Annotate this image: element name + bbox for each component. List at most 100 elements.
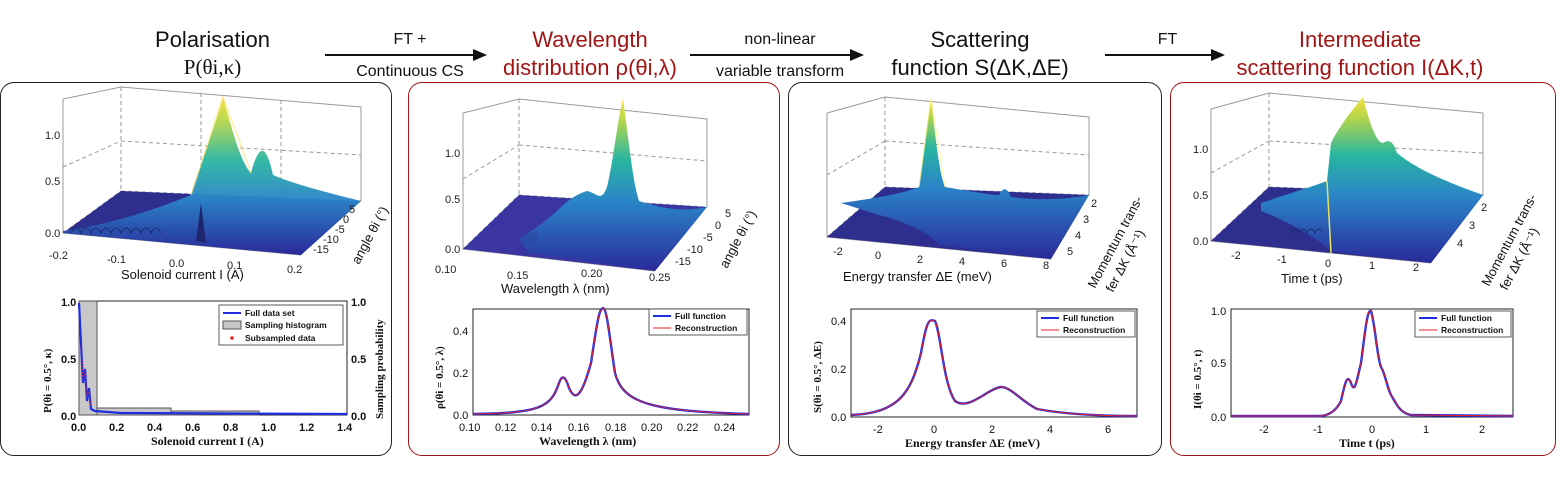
surface-x-label: Time t (ps) (1281, 271, 1343, 286)
y-tick: 0.0 (831, 412, 846, 424)
legend-box (1414, 310, 1512, 338)
stage-title-intermediate: Intermediate scattering function I(ΔK,t) (1210, 26, 1510, 81)
panel-polarisation-graphics: 1.0 0.5 0.0 -0.2 -0.1 0.0 0.1 0.2 5 0 -5… (42, 86, 391, 448)
x-tick: -2 (1259, 424, 1269, 436)
panel-intermediate: 1.0 0.5 0.0 -2 -1 0 1 2 2 3 4 Time t (ps… (1170, 82, 1556, 456)
x-tick: 1.0 (261, 422, 276, 434)
panel-intermediate-graphics: 1.0 0.5 0.0 -2 -1 0 1 2 2 3 4 Time t (ps… (1192, 92, 1542, 450)
y-tick: 5 (1067, 246, 1073, 258)
z-tick: 0.5 (45, 176, 60, 188)
arrow-variable-transform: non-linear variable transform (690, 30, 870, 82)
arrow-line (325, 49, 487, 61)
plot-y2-label: Sampling probability (374, 319, 386, 419)
legend-entry: Reconstruction (1063, 325, 1125, 335)
x-tick: -1 (1277, 254, 1287, 266)
y-tick: 1.0 (61, 297, 76, 309)
x-tick: 8 (1043, 260, 1049, 272)
x-tick: -1 (1313, 424, 1323, 436)
x-tick: 0.24 (714, 422, 735, 434)
z-tick: 1.0 (45, 130, 60, 142)
panel-scattering-graphics: -2 0 2 4 6 8 2 3 4 5 Energy transfer ΔE … (812, 96, 1148, 450)
x-tick: 0.18 (605, 422, 626, 434)
stage-title-polarisation: Polarisation P(θi,κ) (100, 26, 325, 80)
x-tick: 6 (1001, 258, 1007, 270)
z-tick: 1.0 (1193, 144, 1208, 156)
x-tick: 0.1 (227, 260, 242, 272)
y-tick: -5 (335, 224, 345, 236)
surface-y-label: angle θi (°) (716, 208, 759, 271)
arrow-line (690, 49, 864, 61)
stage-heading: Scattering (930, 27, 1030, 52)
legend-swatch (230, 336, 234, 340)
y2-tick: 0.0 (351, 411, 366, 423)
y-tick: 0.5 (61, 354, 76, 366)
stage-title-scattering: Scattering function S(ΔK,ΔE) (880, 26, 1080, 81)
y-tick: -15 (675, 256, 691, 268)
surface-plot (63, 94, 361, 255)
stage-subheading: distribution ρ(θi,λ) (503, 54, 677, 80)
x-tick: 0.10 (459, 422, 480, 434)
x-tick: 0.14 (531, 422, 552, 434)
x-tick: 0.2 (109, 422, 124, 434)
y-tick: 0.0 (453, 410, 468, 422)
legend-box (1036, 310, 1136, 338)
legend-entry: Full data set (245, 308, 295, 318)
legend-entry: Reconstruction (1441, 325, 1503, 335)
z-tick: 0.5 (445, 194, 460, 206)
x-tick: 2 (989, 424, 995, 436)
panel-wavelength-graphics: 1.0 0.5 0.0 0.10 0.15 0.20 0.25 5 0 -5 -… (434, 98, 759, 448)
x-tick: 0 (1369, 424, 1375, 436)
y-tick: 0.4 (453, 326, 468, 338)
y-tick: 5 (725, 208, 731, 220)
y-tick: 4 (1075, 230, 1081, 242)
legend-swatch (222, 320, 242, 330)
y-tick: 1.0 (1211, 306, 1226, 318)
x-tick: 0.20 (581, 268, 602, 280)
y-tick: -10 (687, 244, 703, 256)
x-tick: 0.10 (435, 264, 456, 276)
surface-x-label: Energy transfer ΔE (meV) (843, 269, 992, 284)
histogram-bar (78, 300, 98, 416)
stage-heading: Intermediate (1298, 27, 1422, 52)
x-tick: 0.0 (169, 258, 184, 270)
x-tick: 0.8 (223, 422, 238, 434)
x-tick: 0.0 (71, 422, 86, 434)
x-tick: 6 (1105, 424, 1111, 436)
arrow-label-top: FT + (393, 31, 427, 48)
line-plot (472, 306, 750, 416)
y2-tick: 0.5 (351, 354, 366, 366)
y-tick: 0.0 (1211, 412, 1226, 424)
x-tick: 2 (1479, 424, 1485, 436)
x-tick: 0.16 (568, 422, 589, 434)
x-tick: 0.6 (185, 422, 200, 434)
line-plot (1230, 308, 1514, 418)
legend-entry: Full function (675, 311, 726, 321)
z-tick: 0.0 (445, 244, 460, 256)
arrow-label-top: non-linear (744, 31, 816, 48)
x-tick: 1.2 (299, 422, 314, 434)
y-tick: 3 (1469, 220, 1475, 232)
z-tick: 0.5 (1193, 190, 1208, 202)
y-tick: 2 (1481, 202, 1487, 214)
plot-y-label: S(θi = 0.5°, ΔE) (812, 341, 824, 413)
z-tick: 0.0 (45, 228, 60, 240)
panel-scattering: -2 0 2 4 6 8 2 3 4 5 Energy transfer ΔE … (788, 82, 1162, 456)
x-tick: 0.4 (147, 422, 163, 434)
stage-title-wavelength: Wavelength distribution ρ(θi,λ) (490, 26, 690, 81)
y-tick: 0.4 (831, 316, 846, 328)
surface-plot (1211, 97, 1483, 263)
y-tick: -10 (323, 234, 339, 246)
x-tick: 0 (931, 424, 937, 436)
x-tick: 0.12 (495, 422, 516, 434)
plot-x-label: Solenoid current I (A) (151, 434, 264, 448)
stage-subheading: scattering function I(ΔK,t) (1236, 54, 1484, 80)
x-tick: -0.2 (49, 250, 68, 262)
y-tick: -5 (703, 232, 713, 244)
y-tick: 0 (343, 214, 349, 226)
panel-wavelength: 1.0 0.5 0.0 0.10 0.15 0.20 0.25 5 0 -5 -… (408, 82, 780, 456)
legend-box (648, 308, 748, 336)
legend-entry: Sampling histogram (245, 320, 327, 330)
legend-entry: Subsampled data (245, 333, 316, 343)
y-tick: 5 (349, 204, 355, 216)
series-reconstruction (1231, 310, 1514, 417)
